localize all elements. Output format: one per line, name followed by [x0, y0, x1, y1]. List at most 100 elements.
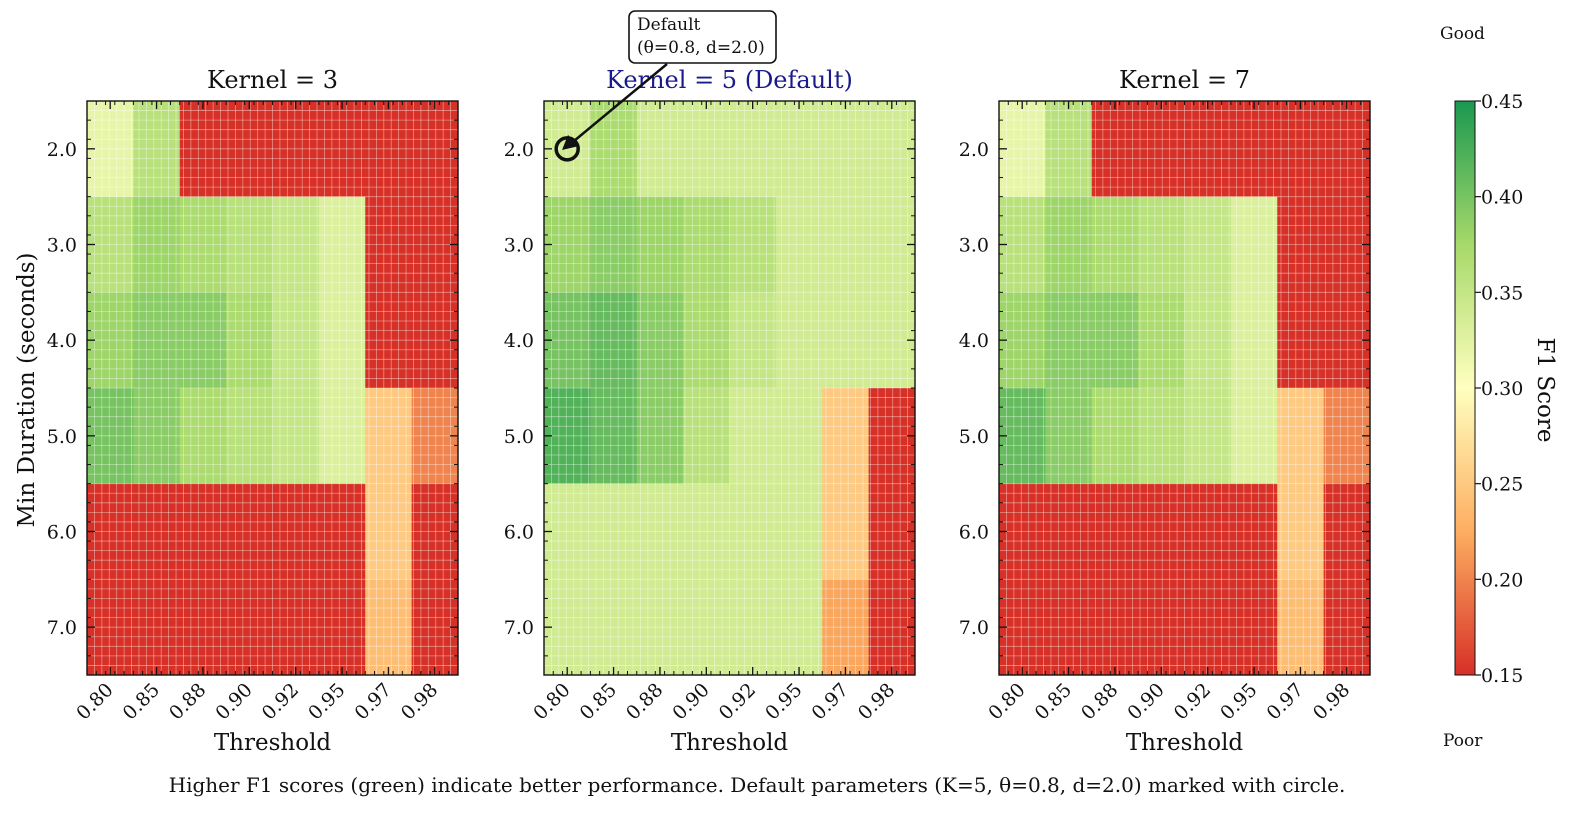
heatmap-cell	[590, 101, 638, 198]
y-tick-label: 2.0	[959, 139, 989, 161]
heatmap-cell	[272, 292, 320, 389]
heatmap-cell	[179, 101, 227, 198]
heatmap-cell	[822, 388, 870, 485]
heatmap-cell	[1045, 388, 1093, 485]
panel-title: Kernel = 5 (Default)	[606, 66, 853, 94]
heatmap-panels: 2.03.04.05.06.07.00.80 0.85 0.88 0.90 0.92 0.…	[47, 66, 1371, 756]
x-tick-label: 0.88	[165, 679, 210, 724]
heatmap-cell	[226, 388, 274, 485]
heatmap-cell	[272, 579, 320, 676]
heatmap-cell	[179, 579, 227, 676]
colorbar-tick-label: 0.25	[1481, 474, 1523, 496]
heatmap-cell	[1184, 579, 1232, 676]
heatmap-panel-1: 2.03.04.05.06.07.00.80 0.85 0.88 0.90 0.92 0.…	[47, 66, 459, 756]
fine-grid	[87, 101, 458, 675]
heatmap-cell	[1045, 579, 1093, 676]
heatmap-cell	[226, 196, 274, 293]
figure-caption: Higher F1 scores (green) indicate better…	[169, 773, 1346, 797]
minor-ticks	[999, 101, 1370, 675]
y-axis-label: Min Duration (seconds)	[14, 253, 40, 528]
heatmap-cell	[272, 388, 320, 485]
heatmap-cell	[1230, 101, 1278, 198]
x-tick-label: 0.88	[622, 679, 667, 724]
heatmap-cell	[1277, 483, 1325, 580]
heatmap-cell	[272, 101, 320, 198]
heatmap-cell	[365, 196, 413, 293]
panel-title: Kernel = 3	[207, 66, 338, 94]
heatmap-cell	[1138, 579, 1186, 676]
heatmap-cell	[1184, 292, 1232, 389]
x-axis-label: Threshold	[1126, 730, 1244, 756]
heatmap-cell	[1277, 292, 1325, 389]
x-tick-label: 0.90	[1123, 679, 1168, 724]
minor-ticks	[544, 101, 915, 675]
heatmap-cell	[636, 388, 684, 485]
heatmap-cell	[822, 101, 870, 198]
heatmap-cell	[1184, 196, 1232, 293]
x-tick-label: 0.98	[854, 679, 899, 724]
y-tick-label: 5.0	[504, 426, 534, 448]
heatmap-cell	[729, 292, 777, 389]
heatmap-cell	[179, 196, 227, 293]
heatmap-cell	[729, 388, 777, 485]
heatmap-cell	[1138, 388, 1186, 485]
heatmap-cell	[226, 579, 274, 676]
x-tick-label: 0.85	[576, 679, 621, 724]
y-tick-label: 4.0	[47, 330, 77, 352]
heatmap-cell	[729, 196, 777, 293]
colorbar-gradient	[1454, 100, 1476, 676]
y-tick-label: 7.0	[47, 617, 77, 639]
x-tick-label: 0.90	[668, 679, 713, 724]
heatmap-cell	[775, 196, 823, 293]
heatmap-cell	[1230, 579, 1278, 676]
heatmap-cell	[729, 483, 777, 580]
x-tick-label: 0.92	[258, 679, 303, 724]
x-axis-label: Threshold	[671, 730, 789, 756]
heatmap-cell	[1277, 388, 1325, 485]
y-tick-label: 3.0	[504, 235, 534, 257]
heatmap-cell	[822, 292, 870, 389]
y-tick-label: 4.0	[959, 330, 989, 352]
heatmap-cell	[133, 101, 181, 198]
heatmap-cell	[636, 292, 684, 389]
heatmap-cell	[318, 579, 366, 676]
heatmap-cell	[1184, 388, 1232, 485]
heatmap-cell	[179, 483, 227, 580]
heatmap-cell	[1138, 483, 1186, 580]
y-tick-label: 6.0	[504, 522, 534, 544]
y-tick-label: 6.0	[47, 522, 77, 544]
heatmap-cell	[1230, 196, 1278, 293]
heatmap-cell	[590, 196, 638, 293]
heatmap-cell	[1277, 196, 1325, 293]
heatmap-cell	[1138, 101, 1186, 198]
heatmap-cell	[590, 292, 638, 389]
heatmap-panel-2: 2.03.04.05.06.07.00.80 0.85 0.88 0.90 0.92 0.…	[504, 66, 916, 756]
x-tick-label: 0.85	[1031, 679, 1076, 724]
x-tick-label: 0.98	[1309, 679, 1354, 724]
heatmap-cell	[1230, 388, 1278, 485]
heatmap-cell	[1045, 292, 1093, 389]
colorbar-tick-label: 0.40	[1481, 187, 1523, 209]
heatmap-cell	[729, 101, 777, 198]
heatmap-cell	[365, 388, 413, 485]
colorbar: 0.45 0.40 0.35 0.30 0.25 0.20 0.15 F1 Score Go…	[1440, 24, 1558, 751]
heatmap-cell	[365, 483, 413, 580]
heatmap-panel-3: 2.03.04.05.06.07.00.80 0.85 0.88 0.90 0.92 0.…	[959, 66, 1371, 756]
heatmap-cell	[318, 292, 366, 389]
x-tick-label: 0.80	[72, 679, 117, 724]
panel-title: Kernel = 7	[1119, 66, 1250, 94]
x-tick-label: 0.95	[1216, 679, 1261, 724]
heatmap-cell	[226, 292, 274, 389]
heatmap-cell	[318, 483, 366, 580]
heatmap-cell	[775, 483, 823, 580]
colorbar-tick-label: 0.15	[1481, 665, 1523, 687]
heatmap-cell	[133, 292, 181, 389]
heatmap-cell	[1045, 101, 1093, 198]
heatmap-cell	[1045, 483, 1093, 580]
heatmap-cell	[590, 579, 638, 676]
y-tick-label: 7.0	[504, 617, 534, 639]
heatmap-cell	[775, 101, 823, 198]
x-tick-label: 0.88	[1077, 679, 1122, 724]
heatmap-cell	[590, 388, 638, 485]
heatmap-cell	[1091, 196, 1139, 293]
